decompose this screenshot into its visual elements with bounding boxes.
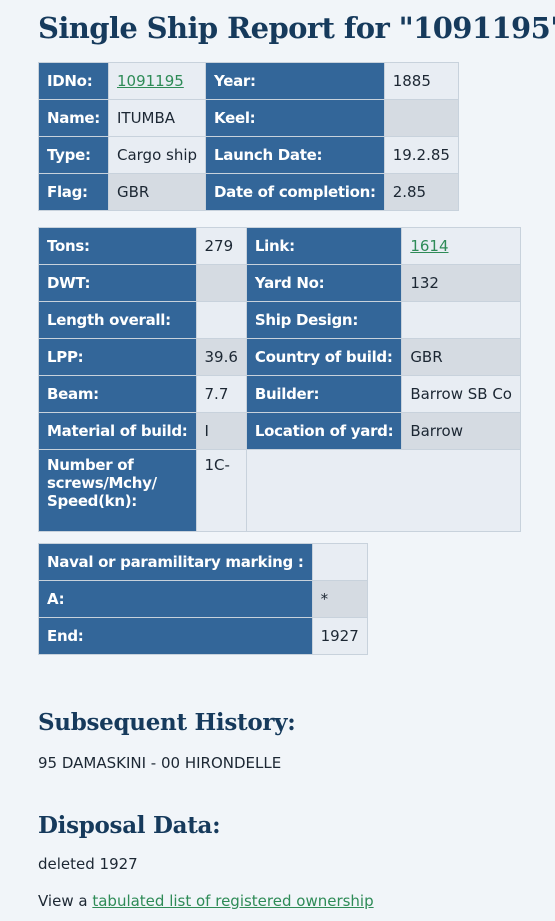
location-of-yard-value: Barrow xyxy=(401,412,521,450)
dwt-label: DWT: xyxy=(38,264,197,302)
a-label: A: xyxy=(38,580,313,618)
name-label: Name: xyxy=(38,99,109,137)
page-title: Single Ship Report for "1091195" xyxy=(38,11,555,45)
empty-cell xyxy=(245,449,521,532)
beam-label: Beam: xyxy=(38,375,197,413)
table-row: Name: ITUMBA Keel: xyxy=(38,99,459,137)
end-label: End: xyxy=(38,617,313,655)
table-row: A: * xyxy=(38,580,368,618)
link-link[interactable]: 1614 xyxy=(410,237,449,255)
country-of-build-value: GBR xyxy=(401,338,521,376)
lpp-label: LPP: xyxy=(38,338,197,376)
flag-value: GBR xyxy=(107,173,207,211)
lpp-value: 39.6 xyxy=(195,338,247,376)
launch-date-label: Launch Date: xyxy=(205,136,385,174)
table-row: Material of build: I Location of yard: B… xyxy=(38,412,521,450)
location-of-yard-label: Location of yard: xyxy=(245,412,403,450)
table-row: DWT: Yard No: 132 xyxy=(38,264,521,302)
ship-design-label: Ship Design: xyxy=(245,301,403,339)
ownership-line: View a tabulated list of registered owne… xyxy=(38,892,374,910)
type-value: Cargo ship xyxy=(107,136,207,174)
builder-label: Builder: xyxy=(245,375,403,413)
dwt-value xyxy=(195,264,247,302)
view-prefix: View a xyxy=(38,892,88,910)
year-label: Year: xyxy=(205,62,385,100)
specs-table: Tons: 279 Link: 1614 DWT: Yard No: 132 L… xyxy=(38,227,521,532)
a-value: * xyxy=(311,580,368,618)
flag-label: Flag: xyxy=(38,173,109,211)
yard-no-label: Yard No: xyxy=(245,264,403,302)
table-row: Flag: GBR Date of completion: 2.85 xyxy=(38,173,459,211)
idno-value: 1091195 xyxy=(107,62,207,100)
ownership-link[interactable]: tabulated list of registered ownership xyxy=(92,892,374,910)
marking-label: Naval or paramilitary marking : xyxy=(38,543,313,581)
main-details-table: IDNo: 1091195 Year: 1885 Name: ITUMBA Ke… xyxy=(38,62,459,211)
country-of-build-label: Country of build: xyxy=(245,338,403,376)
end-value: 1927 xyxy=(311,617,368,655)
screws-label: Number of screws/Mchy/ Speed(kn): xyxy=(38,449,197,532)
name-value: ITUMBA xyxy=(107,99,207,137)
link-value: 1614 xyxy=(401,227,521,265)
table-row: LPP: 39.6 Country of build: GBR xyxy=(38,338,521,376)
beam-value: 7.7 xyxy=(195,375,247,413)
length-overall-value xyxy=(195,301,247,339)
subsequent-history-heading: Subsequent History: xyxy=(38,709,296,736)
completion-label: Date of completion: xyxy=(205,173,385,211)
table-row: IDNo: 1091195 Year: 1885 xyxy=(38,62,459,100)
year-value: 1885 xyxy=(383,62,459,100)
length-overall-label: Length overall: xyxy=(38,301,197,339)
table-row: Length overall: Ship Design: xyxy=(38,301,521,339)
link-label: Link: xyxy=(245,227,403,265)
tons-label: Tons: xyxy=(38,227,197,265)
disposal-data-heading: Disposal Data: xyxy=(38,812,221,839)
idno-label: IDNo: xyxy=(38,62,109,100)
table-row: End: 1927 xyxy=(38,617,368,655)
screws-value: 1C- xyxy=(195,449,247,532)
table-row: Beam: 7.7 Builder: Barrow SB Co xyxy=(38,375,521,413)
table-row: Type: Cargo ship Launch Date: 19.2.85 xyxy=(38,136,459,174)
launch-date-value: 19.2.85 xyxy=(383,136,459,174)
type-label: Type: xyxy=(38,136,109,174)
completion-value: 2.85 xyxy=(383,173,459,211)
idno-link[interactable]: 1091195 xyxy=(116,72,184,90)
keel-label: Keel: xyxy=(205,99,385,137)
builder-value: Barrow SB Co xyxy=(401,375,521,413)
tons-value: 279 xyxy=(195,227,247,265)
ship-design-value xyxy=(401,301,521,339)
table-row: Tons: 279 Link: 1614 xyxy=(38,227,521,265)
marking-value xyxy=(311,543,368,581)
keel-value xyxy=(383,99,459,137)
yard-no-value: 132 xyxy=(401,264,521,302)
subsequent-history-text: 95 DAMASKINI - 00 HIRONDELLE xyxy=(38,754,282,772)
material-value: I xyxy=(195,412,247,450)
table-row: Naval or paramilitary marking : xyxy=(38,543,368,581)
disposal-data-text: deleted 1927 xyxy=(38,855,138,873)
naval-marking-table: Naval or paramilitary marking : A: * End… xyxy=(38,543,368,655)
material-label: Material of build: xyxy=(38,412,197,450)
table-row: Number of screws/Mchy/ Speed(kn): 1C- xyxy=(38,449,521,532)
